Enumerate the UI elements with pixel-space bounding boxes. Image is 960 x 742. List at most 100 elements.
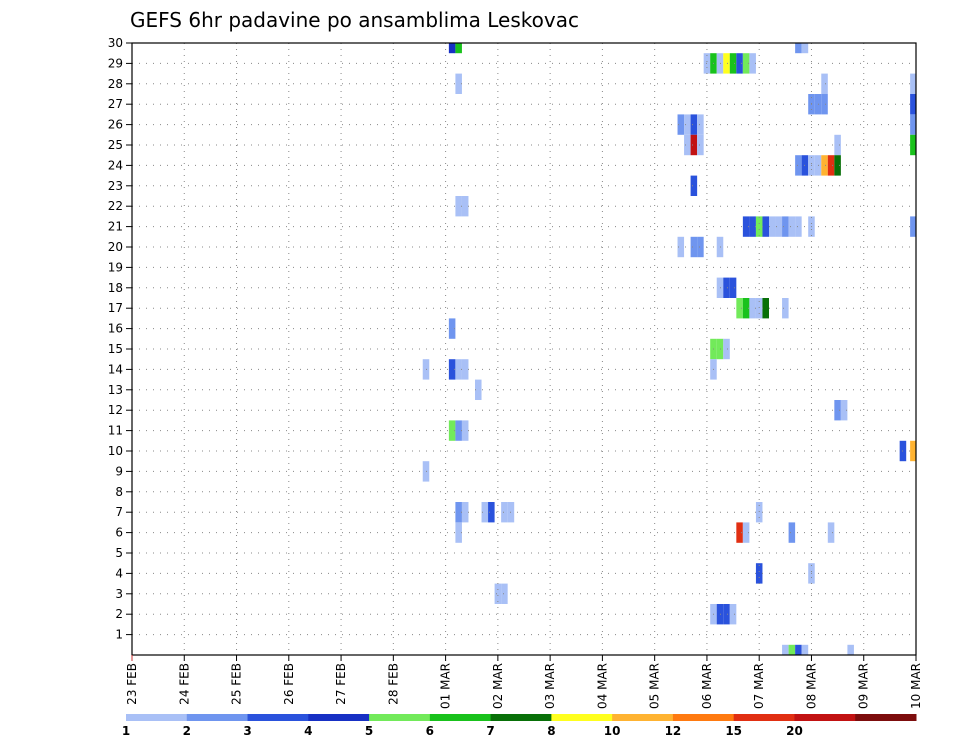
y-tick-label: 29	[108, 56, 123, 70]
heatmap-cell	[775, 216, 783, 237]
y-tick-label: 1	[115, 628, 123, 642]
colorbar-swatch	[733, 714, 795, 721]
heatmap-cell	[834, 134, 841, 156]
heatmap-cell	[501, 502, 508, 523]
y-tick-label: 7	[115, 505, 123, 519]
heatmap-cell	[795, 155, 802, 176]
y-tick-label: 14	[108, 362, 123, 376]
colorbar-swatch	[429, 714, 492, 721]
x-axis: 23 FEB 24 FEB 25 FEB 26 FEB 27 FEB 28 FEB 01 M…	[125, 655, 923, 709]
heatmap-cell	[461, 420, 469, 441]
heatmap-cell	[481, 502, 489, 523]
y-tick-label: 18	[108, 281, 123, 295]
heatmap-cell	[455, 522, 462, 543]
heatmap-cell	[723, 277, 730, 298]
heatmap-cell	[749, 216, 756, 237]
colorbar-label: 3	[243, 724, 251, 738]
colorbar-label: 4	[304, 724, 312, 738]
y-tick-label: 5	[115, 546, 123, 560]
x-tick-label: 10 MAR	[909, 663, 923, 709]
heatmap-cell	[795, 216, 802, 237]
heatmap-cell	[910, 94, 916, 115]
heatmap-cell	[788, 644, 796, 655]
x-tick-label: 09 MAR	[857, 663, 871, 709]
heatmap-cell	[455, 502, 462, 523]
heatmap-cell	[501, 583, 508, 604]
heatmap-cell	[782, 216, 789, 237]
colorbar-label: 1	[122, 724, 130, 738]
heatmap-cell	[788, 522, 796, 543]
heatmap-cell	[729, 53, 737, 74]
colorbar-label: 15	[725, 724, 742, 738]
y-tick-label: 11	[108, 424, 123, 438]
heatmap-cell	[749, 53, 756, 74]
colorbar-swatch	[551, 714, 613, 721]
colorbar-label: 2	[183, 724, 191, 738]
x-tick-label: 01 MAR	[439, 663, 453, 709]
heatmap-cell	[729, 604, 737, 625]
heatmap-cell	[677, 236, 685, 258]
x-tick-label: 07 MAR	[752, 663, 766, 709]
heatmap-cell	[461, 196, 469, 217]
colorbar-label: 10	[604, 724, 621, 738]
colorbar-swatch	[126, 714, 188, 721]
y-tick-label: 16	[108, 322, 123, 336]
heatmap-cell	[762, 298, 769, 319]
heatmap-cell	[488, 502, 495, 523]
colorbar-label: 6	[426, 724, 434, 738]
y-tick-label: 20	[108, 240, 123, 254]
colorbar-label: 20	[786, 724, 803, 738]
heatmap-cell	[455, 73, 462, 94]
heatmap-cell	[448, 420, 456, 441]
heatmap-cell	[840, 400, 848, 421]
heatmap-cell	[455, 196, 462, 217]
colorbar-swatch	[794, 714, 856, 721]
heatmap-cell	[455, 420, 462, 441]
heatmap-cell	[448, 43, 456, 54]
heatmap-cell	[690, 114, 698, 135]
y-tick-label: 27	[108, 97, 123, 111]
colorbar-label: 5	[365, 724, 373, 738]
chart-title: GEFS 6hr padavine po ansamblima Leskovac	[130, 8, 579, 32]
heatmap-cell	[461, 359, 469, 380]
colorbar-label: 7	[486, 724, 494, 738]
y-tick-label: 26	[108, 118, 123, 132]
colorbar-swatch	[612, 714, 674, 721]
heatmap-cell	[742, 53, 750, 74]
heatmap-cell	[749, 298, 756, 319]
y-tick-label: 15	[108, 342, 123, 356]
x-tick-label: 23 FEB	[125, 663, 139, 705]
heatmap-cell	[677, 114, 685, 135]
x-tick-label: 02 MAR	[491, 663, 505, 709]
y-tick-label: 3	[115, 587, 123, 601]
heatmap-cell	[736, 298, 743, 319]
heatmap-cell	[684, 134, 691, 156]
y-tick-label: 2	[115, 607, 123, 621]
y-tick-label: 12	[108, 403, 123, 417]
heatmap-cell	[723, 53, 730, 74]
heatmap-cell	[755, 563, 763, 584]
colorbar-label: 8	[547, 724, 555, 738]
x-tick-label: 05 MAR	[648, 663, 662, 709]
heatmap-cell	[821, 94, 828, 115]
heatmap-cell	[769, 216, 776, 237]
heatmap-cell	[910, 216, 916, 237]
x-tick-label: 26 FEB	[282, 663, 296, 705]
colorbar-swatch	[369, 714, 431, 721]
y-tick-label: 30	[108, 36, 123, 50]
heatmap-cell	[455, 43, 462, 54]
x-tick-label: 24 FEB	[177, 663, 191, 705]
y-tick-label: 8	[115, 485, 123, 499]
heatmap-cell	[448, 318, 456, 339]
colorbar-swatch	[186, 714, 249, 721]
y-tick-label: 21	[108, 220, 123, 234]
heatmap-cell	[847, 644, 854, 655]
heatmap-cell	[736, 522, 743, 543]
y-tick-label: 6	[115, 526, 123, 540]
colorbar-swatch	[308, 714, 370, 721]
heatmap-cell	[684, 114, 691, 135]
heatmap-cell	[782, 644, 789, 655]
y-tick-label: 4	[115, 566, 123, 580]
y-tick-label: 10	[108, 444, 123, 458]
y-tick-label: 25	[108, 138, 123, 152]
